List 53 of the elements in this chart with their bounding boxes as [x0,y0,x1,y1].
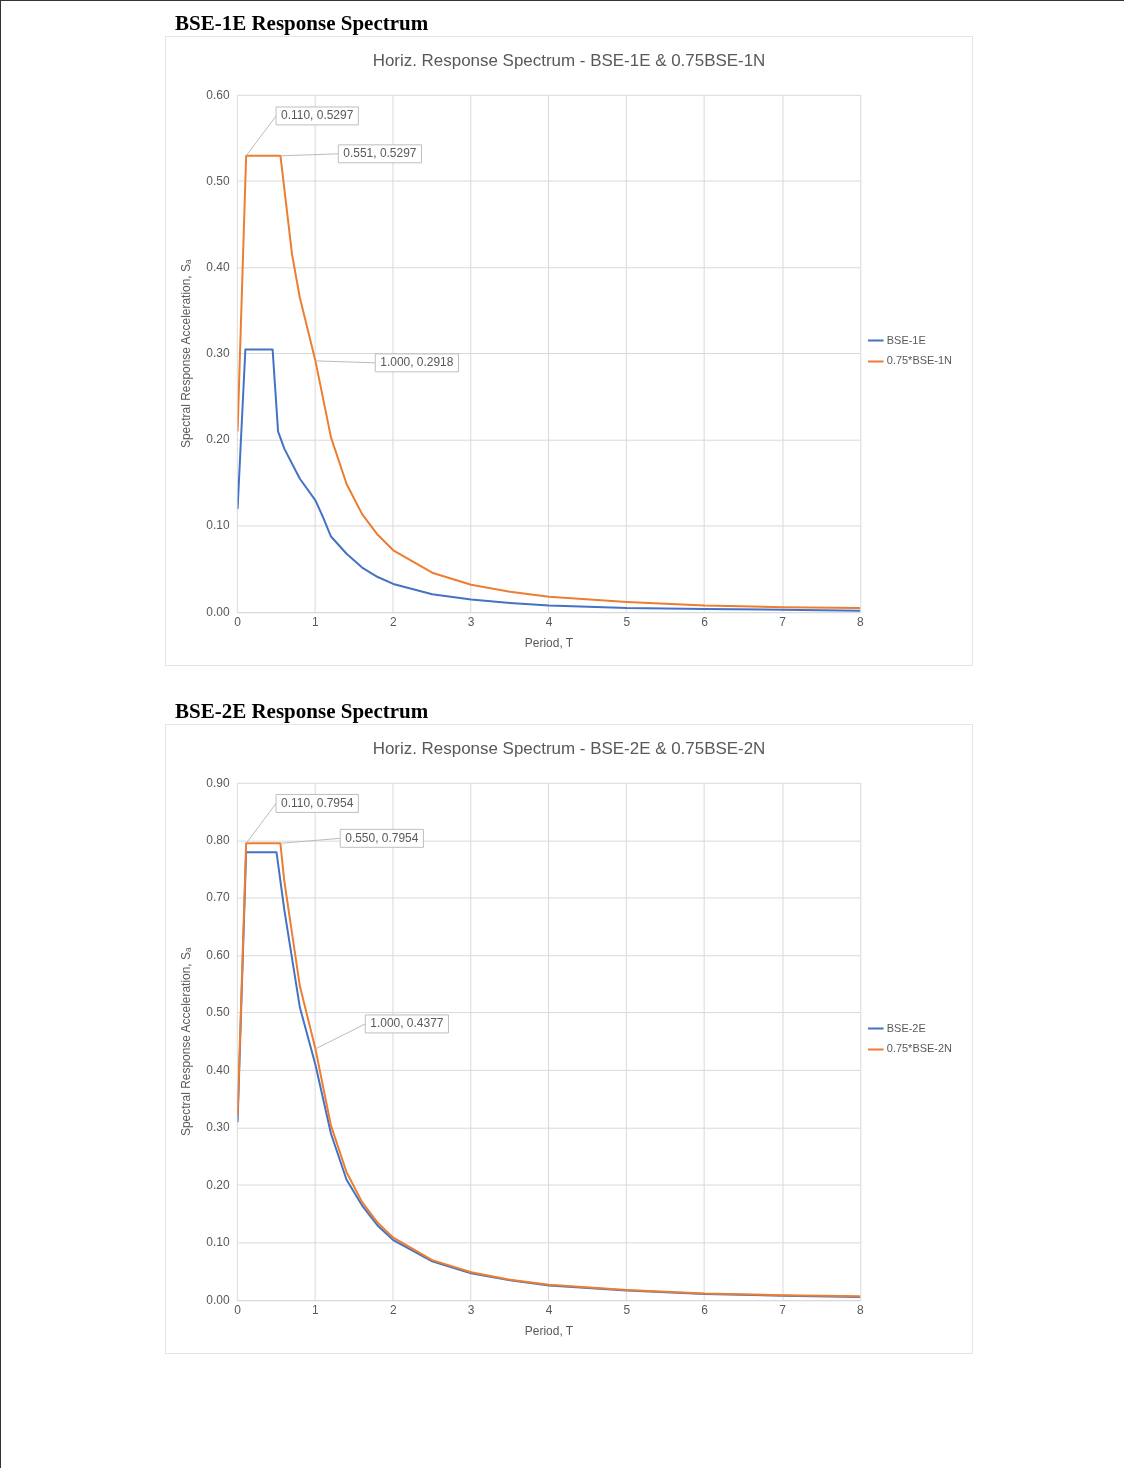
x-tick-label: 4 [545,614,553,629]
x-tick-label: 2 [389,614,397,629]
legend-label: 0.75*BSE-1N [886,354,953,367]
x-tick-label: 1 [312,614,320,629]
y-tick-label: 0.70 [206,890,230,905]
y-tick-label: 0.00 [206,1292,230,1307]
y-tick-label: 0.30 [206,346,230,361]
x-axis-title: Period, T [524,636,574,651]
x-tick-label: 1 [312,1302,320,1317]
annotation: 1.000, 0.4377 [370,1016,444,1031]
x-tick-label: 6 [701,1302,709,1317]
y-tick-label: 0.80 [206,832,230,847]
legend-label: BSE-1E [886,333,926,346]
chart-title: BSE-1E Response Spectrum [175,10,430,36]
y-tick-label: 0.20 [206,432,230,447]
y-tick-label: 0.00 [206,604,230,619]
y-tick-label: 0.60 [206,947,230,962]
y-tick-label: 0.40 [206,1062,230,1077]
annotation: 0.110, 0.5297 [281,108,354,123]
x-tick-label: 8 [857,1302,865,1317]
y-axis-title: Spectral Response Acceleration, Sₐ [179,947,194,1137]
y-tick-label: 0.30 [206,1120,230,1135]
legend-label: BSE-2E [886,1021,926,1034]
y-tick-label: 0.50 [206,173,230,188]
x-tick-label: 7 [779,614,787,629]
y-tick-label: 0.60 [206,87,230,102]
y-tick-label: 0.50 [206,1005,230,1020]
y-tick-label: 0.40 [206,259,230,274]
chart-title: BSE-2E Response Spectrum [175,698,430,724]
chart-subtitle: Horiz. Response Spectrum - BSE-2E & 0.75BSE-2N [372,738,766,758]
x-tick-label: 2 [389,1302,397,1317]
y-tick-label: 0.90 [206,775,230,790]
x-tick-label: 4 [545,1302,553,1317]
y-axis-title: Spectral Response Acceleration, Sₐ [179,259,194,449]
annotation: 0.550, 0.7954 [345,830,419,845]
legend-label: 0.75*BSE-2N [886,1042,953,1055]
x-tick-label: 3 [467,614,475,629]
x-tick-label: 0 [234,1302,242,1317]
x-tick-label: 7 [779,1302,787,1317]
annotation: 0.110, 0.7954 [281,795,354,810]
x-tick-label: 6 [701,614,709,629]
x-tick-label: 0 [234,614,242,629]
y-tick-label: 0.10 [206,518,230,533]
x-axis-title: Period, T [524,1324,574,1339]
y-tick-label: 0.20 [206,1177,230,1192]
chart-subtitle: Horiz. Response Spectrum - BSE-1E & 0.75BSE-1N [372,50,766,70]
annotation: 1.000, 0.2918 [380,355,454,370]
x-tick-label: 3 [467,1302,475,1317]
y-tick-label: 0.10 [206,1235,230,1250]
x-tick-label: 5 [623,1302,631,1317]
x-tick-label: 8 [857,614,865,629]
x-tick-label: 5 [623,614,631,629]
annotation: 0.551, 0.5297 [343,146,417,161]
